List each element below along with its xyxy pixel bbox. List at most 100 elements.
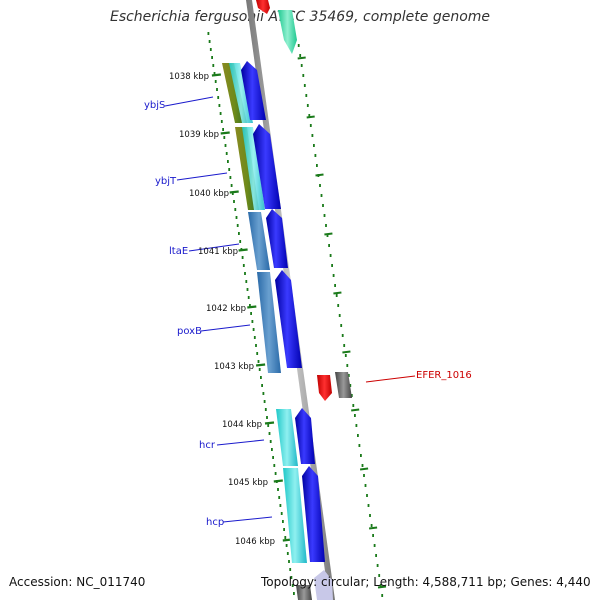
ruler-dot bbox=[255, 344, 257, 347]
outer-track-dot bbox=[340, 324, 343, 327]
outer-track-dot bbox=[360, 454, 362, 457]
outer-track-dot bbox=[311, 134, 314, 137]
tick-label: 1041 kbp bbox=[198, 247, 238, 257]
ruler-dot bbox=[280, 512, 283, 515]
ybjT-feature-cyan bbox=[242, 127, 265, 210]
outer-track-dot bbox=[319, 184, 321, 187]
tick-label: 1045 kbp bbox=[228, 478, 268, 488]
ruler-dot bbox=[273, 464, 276, 467]
outer-dotted-track bbox=[297, 44, 387, 597]
tick-label: 1043 kbp bbox=[214, 362, 254, 372]
efer-red-gene bbox=[317, 375, 332, 401]
ruler-dot bbox=[241, 256, 244, 259]
ruler-dot bbox=[253, 336, 256, 339]
bottom-lavender-gene bbox=[314, 570, 333, 600]
ruler-dot bbox=[209, 48, 212, 51]
ruler-dot bbox=[222, 128, 224, 131]
ruler-dot bbox=[218, 104, 221, 107]
top-red-gene bbox=[256, 0, 270, 14]
ruler-dot bbox=[238, 232, 240, 235]
ruler-dot bbox=[217, 96, 220, 99]
poxB-leader bbox=[200, 324, 251, 332]
outer-track-dot bbox=[352, 404, 355, 407]
ltaE-leader bbox=[188, 243, 240, 252]
tick-label: 1038 kbp bbox=[169, 72, 209, 82]
outer-track-dot bbox=[355, 424, 358, 427]
outer-track-dot bbox=[354, 414, 356, 417]
outer-track-dot bbox=[350, 394, 353, 397]
ruler-dot bbox=[267, 424, 270, 427]
outer-track-dot bbox=[376, 564, 379, 567]
ruler-dot bbox=[263, 400, 266, 403]
outer-track-dot bbox=[372, 534, 374, 537]
ruler-dot bbox=[246, 288, 249, 291]
ybjT-leader bbox=[176, 172, 228, 181]
outer-track-dot bbox=[346, 364, 349, 367]
ruler-dot bbox=[220, 120, 223, 123]
ruler-dot bbox=[233, 200, 235, 203]
outer-track-dot bbox=[313, 144, 315, 147]
gene-features-left bbox=[222, 63, 307, 563]
outer-track-dot bbox=[366, 494, 368, 497]
label-leader-lines bbox=[164, 96, 416, 523]
ruler-dot bbox=[284, 536, 287, 539]
ruler-dot bbox=[252, 328, 255, 331]
ruler-dot bbox=[269, 440, 272, 443]
ruler-dot bbox=[214, 80, 217, 83]
outer-track-tick bbox=[368, 526, 378, 530]
outer-track-tick bbox=[333, 291, 342, 295]
ruler-dot bbox=[282, 520, 284, 523]
ruler-dot bbox=[258, 368, 261, 371]
outer-track-dot bbox=[338, 314, 341, 317]
ruler-dot bbox=[211, 56, 213, 59]
ruler-dot bbox=[279, 504, 282, 507]
gene-label-ybjS: ybjS bbox=[144, 100, 165, 111]
tick-label: 1044 kbp bbox=[222, 420, 262, 430]
genome-title: Escherichia fergusonii ATCC 35469, compl… bbox=[109, 9, 491, 25]
gene-name-labels: ybjS ybjT ltaE poxB hcr hcp EFER_1016 bbox=[144, 100, 472, 528]
tick-label: 1039 kbp bbox=[179, 130, 219, 140]
ruler-dot bbox=[271, 448, 273, 451]
outer-track-dot bbox=[363, 474, 365, 477]
tick-label: 1040 kbp bbox=[189, 189, 229, 199]
outer-track-dot bbox=[369, 514, 371, 517]
ruler-major-tick bbox=[247, 305, 257, 309]
outer-track-dot bbox=[344, 354, 347, 357]
ruler-dot bbox=[283, 528, 285, 531]
ruler-dot bbox=[272, 456, 274, 459]
outer-track-dot bbox=[337, 304, 340, 307]
outer-track-tick bbox=[342, 350, 351, 354]
hcr-leader bbox=[216, 439, 265, 446]
outer-track-dot bbox=[303, 84, 306, 87]
ruler-dot bbox=[264, 408, 267, 411]
outer-track-tick bbox=[324, 232, 333, 236]
top-mint-gene bbox=[278, 10, 297, 54]
outer-track-dot bbox=[328, 244, 330, 247]
outer-track-dot bbox=[331, 264, 333, 267]
ybjS-feature-cyan bbox=[229, 63, 253, 123]
ruler-dot bbox=[224, 144, 227, 147]
ruler-dot bbox=[235, 216, 238, 219]
ruler-major-tick bbox=[255, 363, 266, 367]
outer-track-dot bbox=[378, 574, 381, 577]
hcp-cds-arrow bbox=[302, 466, 325, 562]
ruler-dot bbox=[230, 184, 233, 187]
kbp-ruler bbox=[207, 32, 295, 595]
outer-track-dot bbox=[358, 444, 361, 447]
outer-track-dot bbox=[364, 484, 367, 487]
ruler-dot bbox=[242, 264, 245, 267]
ruler-dot bbox=[219, 112, 222, 115]
accession-text: Accession: NC_011740 bbox=[9, 575, 146, 589]
outer-track-tick bbox=[359, 467, 369, 471]
gene-label-poxB: poxB bbox=[177, 326, 202, 337]
ruler-major-tick bbox=[211, 73, 222, 77]
ruler-dot bbox=[268, 432, 271, 435]
bottom-gray-gene bbox=[296, 585, 312, 600]
ruler-major-tick bbox=[273, 479, 283, 483]
ruler-dot bbox=[208, 40, 211, 43]
ruler-dot bbox=[291, 584, 294, 587]
ruler-dot bbox=[234, 208, 237, 211]
outer-track-dot bbox=[379, 584, 382, 587]
